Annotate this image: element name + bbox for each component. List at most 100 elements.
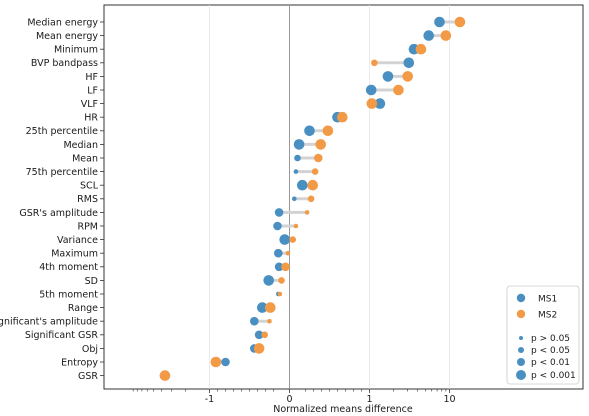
y-tick-label-4th-moment: 4th moment [39, 262, 98, 273]
y-tick-label-sd: SD [85, 276, 98, 287]
y-tick-label-lf: LF [87, 85, 98, 96]
y-tick-label-hf: HF [85, 72, 98, 83]
point-ms1-scl [297, 179, 308, 191]
point-ms2-hr [337, 111, 348, 123]
y-tick-label-scl: SCL [80, 181, 99, 192]
point-ms2-lf [393, 84, 404, 96]
point-ms2-mean-energy [440, 30, 452, 41]
point-ms2-75th-percentile [311, 168, 319, 175]
y-tick-label-range: Range [68, 303, 98, 314]
x-axis-title: Normalized means difference [273, 404, 413, 415]
y-tick-label-mean-energy: Mean energy [36, 31, 98, 42]
y-tick-labels: Median energy Mean energy Minimum BVP bandp… [0, 17, 104, 382]
x-tick-label: 1 [366, 394, 372, 405]
legend-label-ms2: MS2 [538, 311, 557, 321]
x-tick-label: 10 [443, 394, 455, 405]
x-tick-labels: -1 0 1 10 [205, 394, 456, 405]
point-ms1-rms [292, 196, 297, 202]
y-tick-label-bvp-bandpass: BVP bandpass [31, 58, 98, 69]
y-tick-label-5th-moment: 5th moment [39, 289, 98, 300]
point-layer [159, 16, 466, 381]
y-tick-label-median: Median [63, 140, 98, 151]
legend-label-p2: p < 0.05 [531, 346, 570, 356]
point-ms1-median [293, 139, 305, 150]
point-ms2-vlf [366, 98, 378, 109]
point-ms1-4th-moment [274, 262, 284, 272]
plot-frame [103, 4, 584, 390]
y-tick-label-significant-gsr: Significant GSR [25, 330, 99, 341]
point-ms2-gsr [159, 370, 171, 381]
grid-layer [209, 5, 450, 393]
y-tick-label-gsr: GSR [78, 371, 98, 382]
point-ms1-range [257, 302, 268, 313]
point-ms2-mean [314, 153, 323, 163]
point-ms2-obj [253, 343, 265, 354]
legend: MS1 MS2 p > 0.05 p < 0.05 p < 0.01 p < 0… [506, 285, 580, 385]
point-ms2-median [315, 139, 327, 150]
point-ms1-maximum [274, 248, 283, 258]
y-tick-label-significant-s-amplitude: Significant's amplitude [0, 317, 98, 328]
point-ms1-significant-s-amplitude [250, 316, 259, 326]
point-ms1-bvp-bandpass [403, 57, 415, 69]
point-ms1-hf [382, 71, 394, 82]
y-tick-label-hr: HR [84, 113, 98, 124]
legend-label-ms1: MS1 [538, 295, 557, 305]
point-ms1-vlf [374, 98, 386, 109]
point-ms1-75th-percentile [293, 169, 299, 174]
y-tick-label-variance: Variance [57, 235, 98, 246]
x-tick-label: -1 [205, 394, 214, 405]
point-ms1-mean-energy [423, 30, 435, 41]
y-tick-label-vlf: VLF [81, 99, 98, 110]
y-tick-label-rms: RMS [77, 194, 98, 205]
point-ms2-sd [278, 277, 285, 284]
point-ms1-variance [279, 234, 291, 245]
point-ms1-lf [365, 84, 377, 96]
point-ms2-significant-s-amplitude [267, 318, 272, 324]
legend-label-p4: p < 0.001 [531, 371, 576, 381]
point-ms2-range [265, 302, 276, 313]
legend-marker-ms2 [516, 309, 526, 319]
y-tick-label-entropy: Entropy [61, 357, 98, 368]
y-tick-label-median-energy: Median energy [27, 17, 98, 28]
point-ms2-4th-moment [281, 262, 290, 272]
point-ms1-entropy [221, 357, 230, 367]
y-tick-label-gsr-s-amplitude: GSR's amplitude [19, 208, 98, 219]
point-ms2-25th-percentile [322, 125, 334, 137]
x-tick-label: 0 [286, 394, 292, 405]
point-ms2-scl [307, 179, 319, 191]
point-ms2-entropy [210, 356, 222, 368]
y-tick-label-mean: Mean [72, 153, 98, 164]
legend-marker-p2 [518, 347, 524, 353]
y-tick-label-obj: Obj [82, 344, 98, 355]
legend-marker-p1 [519, 336, 523, 340]
legend-label-p3: p < 0.01 [531, 358, 570, 368]
legend-box [506, 285, 580, 385]
point-ms2-rpm [293, 223, 299, 229]
point-ms2-significant-gsr [261, 331, 269, 339]
point-ms1-significant-gsr [254, 330, 264, 340]
legend-label-p1: p > 0.05 [531, 334, 570, 344]
point-ms2-hf [402, 71, 413, 82]
legend-marker-ms1 [516, 293, 526, 303]
legend-marker-p4 [516, 370, 526, 380]
point-ms1-rpm [273, 221, 282, 231]
y-tick-label-minimum: Minimum [54, 45, 98, 56]
point-ms1-25th-percentile [304, 125, 315, 137]
point-ms1-sd [263, 275, 275, 286]
point-ms1-median-energy [434, 16, 445, 28]
point-ms2-minimum [415, 43, 427, 55]
point-ms1-gsr-s-amplitude [274, 208, 284, 217]
point-ms2-bvp-bandpass [371, 59, 378, 67]
y-tick-label-75th-percentile: 75th percentile [26, 167, 99, 178]
y-tick-label-maximum: Maximum [51, 249, 98, 260]
point-ms2-5th-moment [277, 291, 283, 297]
point-ms2-rms [307, 195, 315, 203]
point-ms2-median-energy [454, 16, 466, 28]
minor-tick-layer [132, 389, 447, 392]
point-ms2-maximum [285, 250, 291, 256]
point-ms1-mean [294, 154, 301, 162]
legend-marker-p3 [517, 358, 525, 366]
point-ms2-variance [289, 236, 297, 243]
y-tick-label-25th-percentile: 25th percentile [26, 126, 99, 137]
